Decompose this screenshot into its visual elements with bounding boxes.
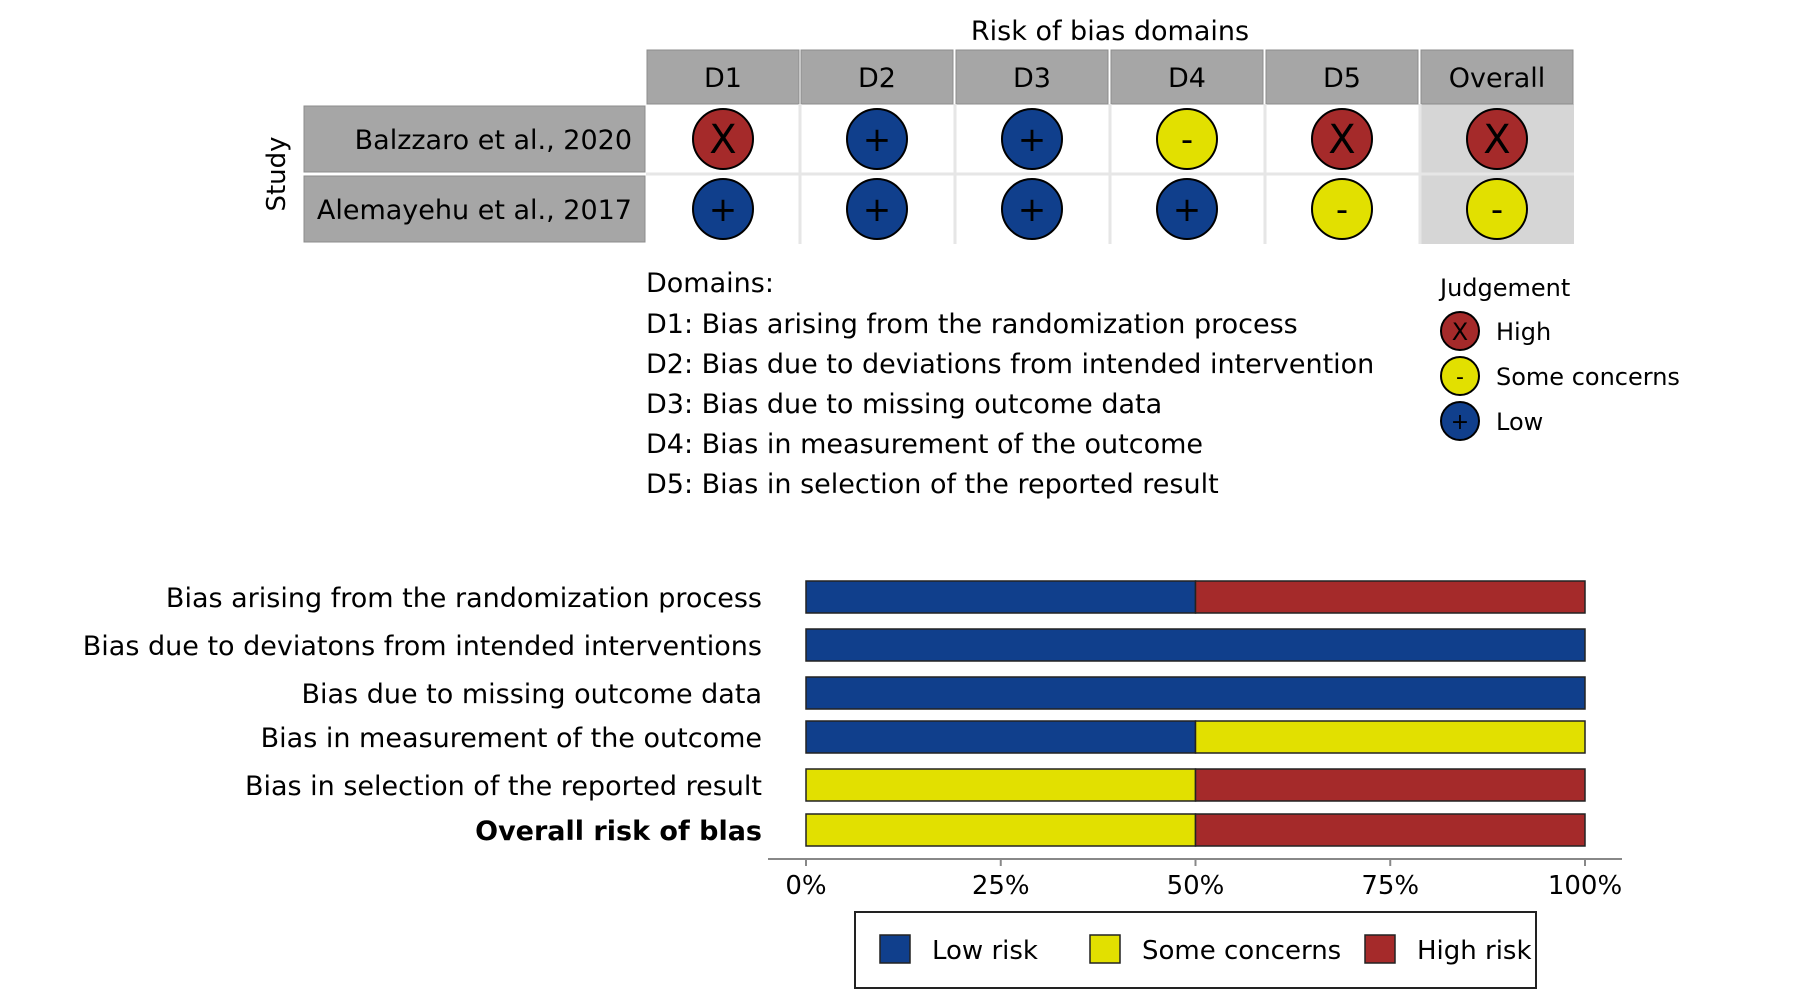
legend-symbol-low: + — [1451, 410, 1469, 435]
study-axis-label: Study — [262, 136, 292, 211]
domain-header-cell — [1420, 49, 1574, 105]
domain-header-label: D3 — [1013, 63, 1051, 94]
legend-label-high: High — [1496, 318, 1551, 346]
legend-swatch-some — [1089, 934, 1121, 964]
bar-segment-some — [1194, 720, 1586, 754]
x-tick-label: 25% — [972, 871, 1030, 901]
domain-header-cell — [1265, 49, 1419, 105]
judgement-legend: Judgement X High - Some concerns + Low — [1438, 274, 1680, 441]
domain-description: D1: Bias arising from the randomization … — [646, 309, 1298, 340]
domain-header-label: D2 — [858, 63, 896, 94]
domain-header-label: D1 — [704, 63, 742, 94]
summary-bar-chart: Bias arising from the randomization proc… — [83, 580, 1622, 901]
judgement-symbol-high: X — [709, 117, 736, 163]
judgement-symbol-low: + — [1018, 120, 1047, 160]
judgement-symbol-low: + — [1018, 190, 1047, 230]
legend-symbol-high: X — [1452, 318, 1468, 346]
judgement-symbol-low: + — [709, 190, 738, 230]
judgement-symbol-some: - — [1181, 120, 1193, 160]
legend-symbol-some: - — [1456, 365, 1464, 390]
judgement-circle-low — [1001, 108, 1063, 170]
study-name: Balzzaro et al., 2020 — [355, 125, 632, 156]
judgement-circle-low — [846, 178, 908, 240]
domain-header-label: Overall — [1449, 63, 1546, 94]
judgement-circle-low — [1001, 178, 1063, 240]
judgement-circle-low — [846, 108, 908, 170]
domain-description: D3: Bias due to missing outcome data — [646, 389, 1162, 420]
x-tick-label: 100% — [1548, 871, 1622, 901]
legend-circle-low — [1440, 401, 1480, 441]
domain-header-cell — [646, 49, 800, 105]
legend-circle-some — [1440, 356, 1480, 396]
bar-segment-high — [1194, 580, 1586, 614]
legend-label-some: Some concerns — [1142, 936, 1341, 966]
bar-segment-low — [805, 720, 1197, 754]
bar-segment-some — [805, 768, 1197, 802]
category-label: Overall risk of blas — [475, 816, 762, 847]
judgement-symbol-some: - — [1491, 190, 1503, 230]
domain-description: D2: Bias due to deviations from intended… — [646, 349, 1374, 380]
study-label-cell — [303, 105, 646, 173]
summary-legend: Low risk Some concerns High risk — [854, 911, 1537, 989]
category-label: Bias in selection of the reported result — [245, 771, 762, 802]
judgement-circle-low — [1156, 178, 1218, 240]
x-tick-label: 75% — [1361, 871, 1419, 901]
domains-description: Domains: D1: Bias arising from the random… — [646, 268, 1374, 500]
domain-header-cell — [1110, 49, 1264, 105]
category-label: Bias due to missing outcome data — [301, 679, 762, 710]
domain-header-label: D5 — [1323, 63, 1361, 94]
domain-header-cell — [800, 49, 954, 105]
domains-heading: Domains: — [646, 268, 774, 299]
legend-swatch-low — [879, 934, 911, 964]
judgement-symbol-low: + — [863, 190, 892, 230]
bar-segment-low — [805, 628, 1586, 662]
legend-label-some: Some concerns — [1496, 363, 1680, 391]
legend-circle-high — [1440, 311, 1480, 351]
legend-label-high: High risk — [1417, 936, 1532, 966]
x-tick-label: 0% — [785, 871, 826, 901]
judgement-circle-some — [1466, 178, 1528, 240]
bar-segment-low — [805, 676, 1586, 710]
bar-segment-high — [1194, 768, 1586, 802]
judgement-symbol-high: X — [1483, 117, 1510, 163]
judgement-circle-low — [692, 178, 754, 240]
judgement-circle-high — [1466, 108, 1528, 170]
bar-segment-low — [805, 580, 1197, 614]
summary-legend-box — [854, 911, 1537, 989]
legend-label-low: Low — [1496, 408, 1543, 436]
domain-description: D5: Bias in selection of the reported re… — [646, 469, 1219, 500]
judgement-symbol-low: + — [863, 120, 892, 160]
judgement-circle-high — [1311, 108, 1373, 170]
traffic-light-plot: Risk of bias domains D1 D2 D3 D4 D5 Overall Bal… — [262, 16, 1574, 244]
category-label: Bias in measurement of the outcome — [261, 723, 762, 754]
judgement-symbol-some: - — [1336, 190, 1348, 230]
bar-segment-high — [1194, 813, 1586, 847]
judgement-symbol-low: + — [1173, 190, 1202, 230]
study-name: Alemayehu et al., 2017 — [317, 195, 632, 226]
judgement-circle-some — [1311, 178, 1373, 240]
domain-header-cell — [955, 49, 1109, 105]
category-label: Bias arising from the randomization proc… — [166, 583, 762, 614]
category-label: Bias due to deviatons from intended inte… — [83, 631, 762, 662]
domain-description: D4: Bias in measurement of the outcome — [646, 429, 1203, 460]
legend-label-low: Low risk — [932, 936, 1038, 966]
judgement-circle-high — [692, 108, 754, 170]
traffic-light-title: Risk of bias domains — [971, 16, 1249, 47]
judgement-symbol-high: X — [1328, 117, 1355, 163]
bar-segment-some — [805, 813, 1197, 847]
x-tick-label: 50% — [1167, 871, 1225, 901]
study-label-cell — [303, 175, 646, 243]
domain-header-label: D4 — [1168, 63, 1206, 94]
judgement-circle-some — [1156, 108, 1218, 170]
legend-swatch-high — [1364, 934, 1396, 964]
judgement-legend-title: Judgement — [1438, 274, 1570, 302]
